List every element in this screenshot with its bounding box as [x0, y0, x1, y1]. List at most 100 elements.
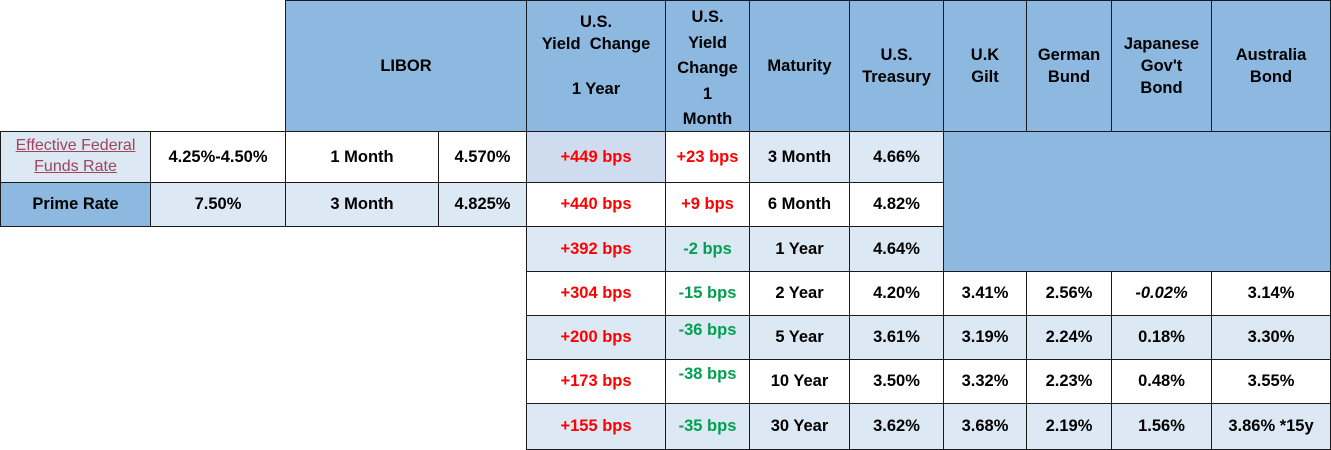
us-treasury-cell: 3.62%	[849, 403, 944, 450]
maturity-value: 30 Year	[770, 417, 829, 436]
japanese-bond-value: 0.48%	[1138, 372, 1185, 391]
japanese-bond-cell: 0.48%	[1111, 359, 1212, 404]
yield-change-1y-value: +392 bps	[560, 239, 632, 258]
maturity-cell: 3 Month	[749, 131, 850, 183]
libor-term-1: 1 Month	[285, 131, 439, 183]
maturity-value: 2 Year	[775, 284, 824, 303]
maturity-cell: 5 Year	[749, 315, 850, 360]
uk-gilt-value: 3.68%	[961, 417, 1009, 436]
yield-change-1y-value: +304 bps	[560, 284, 632, 303]
uk-gilt-value: 3.32%	[961, 372, 1009, 391]
prime-rate-value: 7.50%	[150, 182, 286, 227]
yield-change-1y-cell: +304 bps	[526, 271, 666, 316]
japanese-bond-cell: -0.02%	[1111, 271, 1212, 316]
libor-header-label: LIBOR	[380, 56, 432, 75]
header-line: Yield	[688, 33, 727, 52]
header-line: U.K	[970, 45, 1000, 64]
japanese-bond-value: 1.56%	[1138, 417, 1185, 436]
yield-change-1m-header: U.S. Yield Change 1 Month	[665, 0, 750, 132]
australia-bond-value: 3.55%	[1247, 372, 1295, 391]
header-line: Maturity	[767, 56, 832, 75]
yield-change-1y-value: +440 bps	[560, 195, 632, 214]
effective-fed-funds-label[interactable]: Effective Federal Funds Rate	[0, 131, 151, 183]
uk-gilt-cell: 3.68%	[943, 403, 1027, 450]
us-treasury-value: 4.64%	[873, 239, 920, 258]
yield-change-1m-value: -2 bps	[683, 239, 732, 258]
effective-fed-funds-value: 4.25%-4.50%	[150, 131, 286, 183]
maturity-cell: 2 Year	[749, 271, 850, 316]
maturity-cell: 6 Month	[749, 182, 850, 227]
blank-block	[943, 131, 1331, 272]
japanese-bond-header: Japanese Gov't Bond	[1111, 0, 1212, 132]
german-bund-cell: 2.56%	[1026, 271, 1112, 316]
libor-term-2: 3 Month	[285, 182, 439, 227]
header-line: U.S.	[691, 8, 724, 26]
us-treasury-cell: 3.50%	[849, 359, 944, 404]
german-bund-value: 2.19%	[1045, 417, 1093, 436]
header-line: 1	[702, 84, 713, 103]
australia-bond-header: Australia Bond	[1211, 0, 1331, 132]
japanese-bond-value: 0.18%	[1138, 328, 1185, 347]
yield-change-1m-cell: -35 bps	[665, 403, 750, 450]
australia-bond-cell: 3.86% *15y	[1211, 403, 1331, 450]
header-line: Bund	[1047, 68, 1091, 86]
yield-change-1m-cell: -15 bps	[665, 271, 750, 316]
australia-bond-cell: 3.30%	[1211, 315, 1331, 360]
value-text: Prime Rate	[32, 195, 119, 214]
header-line: German	[1037, 45, 1101, 64]
yield-change-1m-value: -15 bps	[678, 284, 737, 303]
yield-change-1y-value: +173 bps	[560, 372, 632, 391]
yield-change-1y-cell: +155 bps	[526, 403, 666, 450]
us-treasury-cell: 4.82%	[849, 182, 944, 227]
maturity-value: 6 Month	[767, 195, 832, 214]
prime-rate-label: Prime Rate	[0, 182, 151, 227]
yield-change-1y-value: +155 bps	[560, 417, 632, 436]
libor-header: LIBOR	[285, 0, 527, 132]
yield-change-1m-cell: +9 bps	[665, 182, 750, 227]
header-line: Bond	[1249, 68, 1293, 86]
header-line	[594, 56, 599, 78]
yield-change-1y-cell: +200 bps	[526, 315, 666, 360]
maturity-value: 10 Year	[770, 372, 829, 391]
yield-change-1y-cell: +440 bps	[526, 182, 666, 227]
value-text: 1 Month	[330, 147, 394, 166]
yield-change-1y-value: +449 bps	[560, 147, 632, 166]
libor-rate-2: 4.825%	[438, 182, 527, 227]
maturity-value: 1 Year	[775, 239, 824, 258]
maturity-value: 3 Month	[767, 147, 832, 166]
us-treasury-value: 4.20%	[873, 284, 920, 303]
german-bund-value: 2.24%	[1045, 328, 1093, 347]
yield-change-1m-value: -35 bps	[678, 417, 737, 436]
german-bund-cell: 2.19%	[1026, 403, 1112, 450]
japanese-bond-cell: 0.18%	[1111, 315, 1212, 360]
value-text: 4.25%-4.50%	[168, 147, 268, 166]
australia-bond-cell: 3.14%	[1211, 271, 1331, 316]
header-line: Gilt	[971, 68, 999, 86]
yield-change-1m-value: -36 bps	[678, 321, 737, 339]
effective-fed-funds-link[interactable]: Funds Rate	[34, 158, 117, 175]
value-text: 4.825%	[454, 195, 511, 214]
yield-change-1m-value: +23 bps	[676, 147, 739, 166]
german-bund-cell: 2.24%	[1026, 315, 1112, 360]
yield-change-1m-value: +9 bps	[681, 195, 734, 214]
us-treasury-value: 3.62%	[873, 417, 920, 436]
header-line: Yield Change	[541, 35, 651, 54]
yield-change-1m-cell: +23 bps	[665, 131, 750, 183]
yield-change-1y-header: U.S. Yield Change 1 Year	[526, 0, 666, 132]
us-treasury-cell: 4.66%	[849, 131, 944, 183]
value-text: 7.50%	[194, 195, 242, 214]
australia-bond-value: 3.86% *15y	[1228, 417, 1314, 436]
yield-change-1y-value: +200 bps	[560, 328, 632, 347]
maturity-cell: 1 Year	[749, 226, 850, 272]
maturity-header: Maturity	[749, 0, 850, 132]
yield-change-1m-cell: -38 bps	[665, 359, 750, 404]
header-line: Treasury	[862, 68, 931, 86]
value-text: 4.570%	[454, 147, 511, 166]
yield-change-1m-cell: -2 bps	[665, 226, 750, 272]
us-treasury-header: U.S. Treasury	[849, 0, 944, 132]
uk-gilt-value: 3.19%	[961, 328, 1009, 347]
header-line: Japanese	[1123, 34, 1200, 53]
us-treasury-value: 4.66%	[873, 147, 920, 166]
effective-fed-funds-link[interactable]: Effective Federal	[15, 137, 136, 155]
yield-change-1m-cell: -36 bps	[665, 315, 750, 360]
